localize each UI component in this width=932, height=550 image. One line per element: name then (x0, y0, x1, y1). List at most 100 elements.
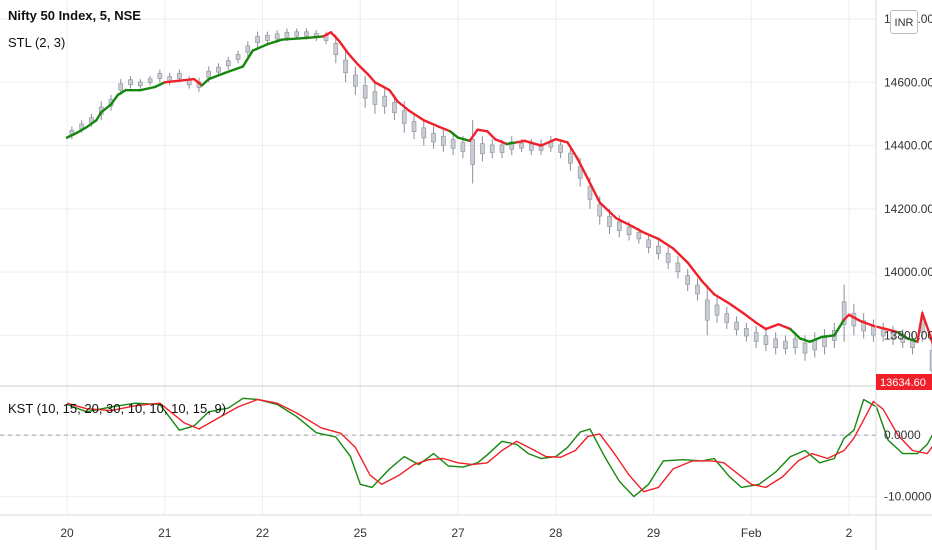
stl-segment (598, 201, 618, 220)
stl-segment (742, 312, 758, 324)
candle-body (392, 102, 397, 113)
candle-body (431, 132, 436, 143)
stl-segment (468, 128, 479, 142)
stl-segment (373, 81, 391, 92)
candle-body (401, 110, 407, 124)
symbol-title[interactable]: Nifty 50 Index, 5, NSE (8, 8, 141, 23)
candle-body (773, 338, 778, 349)
stl-segment (280, 36, 308, 41)
stl-segment (75, 125, 88, 135)
candle-body (802, 342, 808, 354)
stl-segment (820, 334, 836, 339)
stl-segment (448, 130, 460, 139)
candle-body (284, 31, 290, 38)
stl-segment (906, 337, 919, 343)
stl-segment (100, 103, 113, 114)
stl-segment (388, 88, 399, 103)
candle-body (841, 301, 847, 325)
candle-body (177, 73, 182, 79)
x-tick-label: 28 (549, 526, 563, 540)
candle-body (607, 216, 612, 227)
candle-body (421, 127, 427, 139)
candle-body (206, 70, 212, 78)
stl-segment (366, 73, 377, 84)
candle-body (460, 142, 466, 152)
stl-segment (305, 35, 325, 40)
price-tick-label: 14000.00 (884, 265, 932, 279)
stl-line (65, 31, 932, 346)
stl-segment (200, 77, 210, 87)
kst-indicator-label[interactable]: KST (10, 15, 20, 30, 10, 10, 10, 15, 9) (8, 401, 226, 416)
stl-segment (437, 125, 452, 133)
stl-segment (539, 138, 557, 147)
stl-segment (116, 88, 127, 97)
stl-segment (671, 247, 689, 264)
stl-segment (65, 131, 78, 139)
kst-tick-label: -10.0000 (884, 490, 932, 504)
candle-body (450, 139, 456, 149)
stl-segment (515, 139, 526, 144)
candle-body (675, 262, 681, 273)
stl-segment (884, 327, 900, 334)
candle-body (128, 79, 133, 86)
candle-body (362, 85, 368, 99)
candle-layer (69, 28, 932, 386)
stl-segment (241, 49, 254, 68)
stl-segment (798, 337, 812, 343)
stl-segment (615, 217, 634, 228)
last-price-label-bg (876, 374, 932, 390)
candle-body (411, 121, 417, 132)
candle-body (763, 335, 769, 345)
stl-segment (337, 39, 350, 55)
x-tick-label: 29 (647, 526, 661, 540)
stl-segment (728, 302, 745, 315)
stl-segment (566, 141, 579, 160)
candle-body (509, 141, 515, 150)
candle-body (245, 45, 251, 53)
candle-body (910, 338, 915, 349)
stl-segment (153, 81, 166, 89)
stl-segment (95, 111, 103, 122)
stl-segment (224, 65, 245, 74)
x-tick-label: 25 (354, 526, 368, 540)
last-price-text: 13634.60 (880, 377, 926, 389)
stl-segment (777, 323, 792, 331)
stl-segment (251, 43, 269, 52)
candle-body (636, 232, 642, 240)
stl-indicator-label[interactable]: STL (2, 3) (8, 35, 65, 50)
stl-segment (139, 85, 157, 92)
x-tick-label: 21 (158, 526, 172, 540)
candle-body (519, 142, 524, 149)
candle-body (265, 35, 270, 41)
candle-body (626, 226, 632, 236)
candle-body (294, 31, 300, 37)
candle-body (255, 36, 260, 44)
candle-body (597, 204, 603, 217)
stl-segment (686, 261, 704, 283)
stl-segment (523, 139, 543, 147)
stl-segment (192, 77, 204, 87)
stl-segment (396, 100, 411, 112)
stl-segment (754, 321, 768, 331)
stl-segment (407, 109, 425, 122)
stl-segment (493, 138, 509, 146)
currency-button[interactable]: INR (890, 10, 918, 34)
candle-body (372, 91, 378, 105)
labels-layer: Nifty 50 Index, 5, NSE STL (2, 3) KST (1… (8, 8, 932, 416)
kst-signal-line (66, 398, 932, 493)
candle-body (616, 221, 622, 231)
candle-body (470, 138, 475, 165)
stl-segment (85, 119, 98, 129)
price-tick-label: 13800.00 (884, 328, 932, 342)
candle-body (529, 143, 534, 151)
stl-segment (847, 313, 862, 323)
stl-segment (266, 38, 284, 46)
price-tick-label: 14200.00 (884, 202, 932, 216)
candle-body (304, 31, 309, 37)
x-tick-label: 27 (451, 526, 465, 540)
candle-body (871, 325, 876, 336)
stl-segment (422, 119, 440, 128)
candle-body (343, 59, 348, 74)
